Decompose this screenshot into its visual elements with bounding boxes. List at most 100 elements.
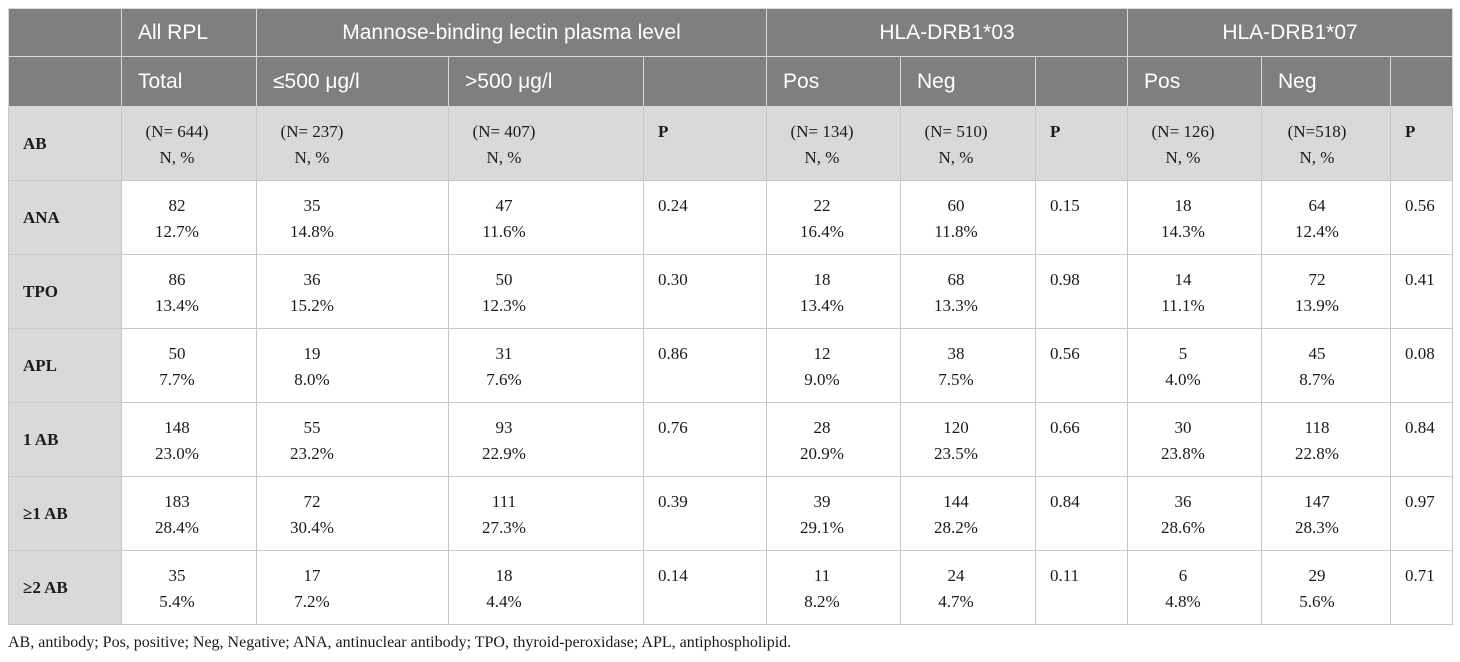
p07-cell: 0.97 xyxy=(1390,476,1454,551)
percent-value: 22.8% xyxy=(1295,444,1339,463)
count-value: 12 xyxy=(813,344,831,363)
gt500-cell: 111 27.3% xyxy=(448,476,644,551)
percent-value: 27.3% xyxy=(482,518,526,537)
gt500-cell: 50 12.3% xyxy=(448,254,644,329)
count-value: 68 xyxy=(947,270,965,289)
neg03-cell: 60 11.8% xyxy=(900,180,1037,255)
pos07-cell: 18 14.3% xyxy=(1127,180,1263,255)
table-row: APL 50 7.7% 19 8.0% 31 7.6% 0.86 12 9.0% 38 7.5% 0.5… xyxy=(8,328,1454,403)
pos07-cell: 36 28.6% xyxy=(1127,476,1263,551)
subheader-cell: (N= 510) N, % xyxy=(900,106,1037,181)
p03-cell: 0.66 xyxy=(1035,402,1129,477)
count-value: 148 xyxy=(164,418,190,437)
header-hla-drb1-07: HLA-DRB1*07 xyxy=(1127,8,1454,57)
header-row-1: All RPL Mannose-binding lectin plasma le… xyxy=(8,8,1454,57)
percent-value: 4.8% xyxy=(1165,592,1201,611)
percent-value: 23.5% xyxy=(934,444,978,463)
le500-cell: 19 8.0% xyxy=(256,328,449,403)
header-hla-drb1-03: HLA-DRB1*03 xyxy=(766,8,1129,57)
count-value: 5 xyxy=(1178,344,1188,363)
percent-value: 12.7% xyxy=(155,222,199,241)
table-row: ANA 82 12.7% 35 14.8% 47 11.6% 0.24 22 16.4% 60 11.… xyxy=(8,180,1454,255)
percent-value: 4.0% xyxy=(1165,370,1201,389)
count-value: 118 xyxy=(1304,418,1330,437)
row-label: APL xyxy=(8,328,122,403)
subheader-cell: (N= 126) N, % xyxy=(1127,106,1263,181)
percent-value: 23.0% xyxy=(155,444,199,463)
neg07-cell: 45 8.7% xyxy=(1261,328,1392,403)
neg03-cell: 68 13.3% xyxy=(900,254,1037,329)
header-corner xyxy=(8,8,122,57)
count-value: 19 xyxy=(303,344,321,363)
p03-cell: 0.84 xyxy=(1035,476,1129,551)
header-all-rpl: All RPL xyxy=(121,8,257,57)
percent-value: 23.2% xyxy=(290,444,334,463)
percent-value: 28.2% xyxy=(934,518,978,537)
p-mbl-cell: 0.86 xyxy=(642,328,768,403)
count-value: 50 xyxy=(168,344,186,363)
row-label: ≥2 AB xyxy=(8,550,122,625)
count-value: 64 xyxy=(1308,196,1326,215)
count-value: 35 xyxy=(168,566,186,585)
count-value: 50 xyxy=(495,270,513,289)
neg07-cell: 64 12.4% xyxy=(1261,180,1392,255)
count-value: 18 xyxy=(813,270,831,289)
neg07-cell: 72 13.9% xyxy=(1261,254,1392,329)
p07-cell: 0.71 xyxy=(1390,550,1454,625)
header-p-blank-03 xyxy=(1035,56,1129,107)
neg07-cell: 29 5.6% xyxy=(1261,550,1392,625)
count-value: 86 xyxy=(168,270,186,289)
p-mbl-cell: 0.14 xyxy=(642,550,768,625)
count-value: 93 xyxy=(495,418,513,437)
percent-value: 14.8% xyxy=(290,222,334,241)
count-value: 147 xyxy=(1304,492,1330,511)
le500-cell: 36 15.2% xyxy=(256,254,449,329)
header-le500: ≤500 μg/l xyxy=(256,56,449,107)
le500-cell: 72 30.4% xyxy=(256,476,449,551)
pos07-cell: 5 4.0% xyxy=(1127,328,1263,403)
header-gt500: >500 μg/l xyxy=(448,56,644,107)
table-row: TPO 86 13.4% 36 15.2% 50 12.3% 0.30 18 13.4% 68 13.… xyxy=(8,254,1454,329)
pos03-cell: 18 13.4% xyxy=(766,254,902,329)
pos07-cell: 14 11.1% xyxy=(1127,254,1263,329)
p07-cell: 0.56 xyxy=(1390,180,1454,255)
count-value: 29 xyxy=(1308,566,1326,585)
pos07-cell: 6 4.8% xyxy=(1127,550,1263,625)
p03-cell: 0.15 xyxy=(1035,180,1129,255)
neg03-cell: 38 7.5% xyxy=(900,328,1037,403)
percent-value: 4.4% xyxy=(486,592,522,611)
results-table: All RPL Mannose-binding lectin plasma le… xyxy=(8,8,1454,625)
total-cell: 50 7.7% xyxy=(121,328,257,403)
p-mbl-cell: 0.39 xyxy=(642,476,768,551)
percent-value: 11.6% xyxy=(482,222,526,241)
header-total: Total xyxy=(121,56,257,107)
percent-value: 28.4% xyxy=(155,518,199,537)
percent-value: 7.5% xyxy=(938,370,974,389)
percent-value: 13.4% xyxy=(155,296,199,315)
percent-value: 13.4% xyxy=(800,296,844,315)
count-value: 30 xyxy=(1174,418,1192,437)
subheader-cell: (N= 407) N, % xyxy=(448,106,644,181)
percent-value: 7.6% xyxy=(486,370,522,389)
count-value: 38 xyxy=(947,344,965,363)
total-cell: 148 23.0% xyxy=(121,402,257,477)
count-value: 60 xyxy=(947,196,965,215)
p-mbl-cell: 0.76 xyxy=(642,402,768,477)
p07-cell: 0.08 xyxy=(1390,328,1454,403)
total-cell: 183 28.4% xyxy=(121,476,257,551)
le500-cell: 17 7.2% xyxy=(256,550,449,625)
header-row-2: Total ≤500 μg/l >500 μg/l Pos Neg Pos Ne… xyxy=(8,56,1454,107)
percent-value: 22.9% xyxy=(482,444,526,463)
percent-value: 15.2% xyxy=(290,296,334,315)
count-value: 144 xyxy=(943,492,969,511)
percent-value: 28.3% xyxy=(1295,518,1339,537)
percent-value: 7.7% xyxy=(159,370,195,389)
count-value: 72 xyxy=(303,492,321,511)
header-mbl: Mannose-binding lectin plasma level xyxy=(255,8,768,57)
neg03-cell: 144 28.2% xyxy=(900,476,1037,551)
percent-value: 14.3% xyxy=(1161,222,1205,241)
table-row: ≥2 AB 35 5.4% 17 7.2% 18 4.4% 0.14 11 8.2% 24 4.7% 0… xyxy=(8,550,1454,625)
total-cell: 86 13.4% xyxy=(121,254,257,329)
pos03-cell: 28 20.9% xyxy=(766,402,902,477)
count-value: 14 xyxy=(1174,270,1192,289)
